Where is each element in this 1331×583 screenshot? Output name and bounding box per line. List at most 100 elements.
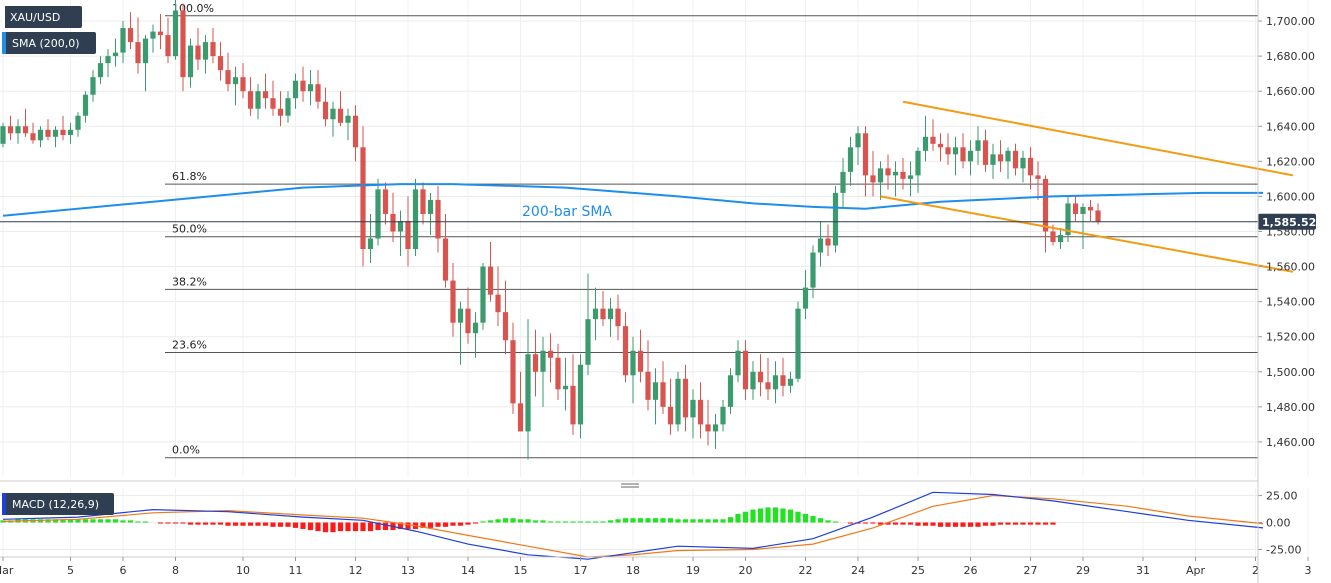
candle — [465, 287, 471, 344]
symbol-legend[interactable]: XAU/USD — [2, 6, 82, 28]
candle — [300, 66, 306, 102]
candle — [945, 133, 951, 165]
macd-histogram-bar — [247, 522, 254, 526]
candle — [862, 126, 869, 197]
macd-histogram-bar — [825, 520, 831, 523]
candle — [7, 115, 14, 141]
time-tick-label: Apr — [1186, 564, 1206, 577]
time-tick-label: 18 — [626, 564, 640, 577]
time-tick-label: 20 — [739, 564, 753, 577]
candle — [315, 70, 321, 109]
candle — [135, 17, 141, 74]
macd-histogram-bar — [367, 522, 374, 532]
time-tick-label: 14 — [461, 564, 475, 577]
candle — [615, 294, 621, 341]
macd-histogram-bar — [225, 522, 231, 526]
macd-histogram-bar — [930, 522, 936, 526]
macd-histogram-bar — [990, 522, 996, 526]
candle — [247, 77, 254, 116]
candle — [1095, 203, 1101, 225]
macd-histogram-bar — [97, 519, 104, 523]
time-tick-label: 22 — [799, 564, 813, 577]
candle — [885, 154, 891, 190]
macd-histogram-bar — [892, 522, 899, 525]
macd-histogram-bar — [45, 519, 51, 523]
time-axis[interactable]: Mar 5 6 8 10 11 12 13 14 15 17 18 19 20 22 24 25 26 27 29 31… — [0, 557, 1331, 577]
candle — [390, 192, 396, 243]
candle — [802, 270, 809, 320]
candle — [742, 340, 749, 400]
time-tick-label: Mar — [0, 564, 14, 577]
candle — [592, 287, 599, 341]
candle — [667, 378, 674, 435]
candle — [540, 336, 546, 407]
candle — [255, 84, 261, 120]
time-tick-label: 3 — [1305, 564, 1312, 577]
macd-histogram-bar — [795, 511, 801, 523]
macd-histogram-bar — [337, 522, 344, 532]
sma-legend[interactable]: SMA (200,0) — [2, 32, 96, 54]
candle — [1012, 143, 1019, 176]
time-tick-label: 26 — [964, 564, 978, 577]
candle — [345, 108, 351, 141]
price-tick-label: 1,660.00 — [1266, 85, 1315, 98]
fibonacci-levels: 100.0% 61.8% 50.0% 38.2% 23.6% 0.0% — [165, 2, 1258, 459]
candle — [772, 361, 779, 404]
macd-histogram-bar — [0, 520, 6, 523]
macd-histogram-bar — [202, 522, 209, 525]
macd-histogram-bar — [180, 522, 186, 524]
candle — [75, 112, 81, 137]
candle — [1020, 150, 1026, 183]
macd-histogram-bar — [937, 522, 944, 527]
macd-histogram-bar — [397, 522, 404, 529]
macd-histogram-bar — [1005, 522, 1011, 525]
macd-histogram-bar — [472, 522, 479, 524]
candle — [795, 301, 801, 383]
macd-histogram-bar — [787, 509, 794, 523]
candle — [675, 371, 681, 432]
candle — [90, 70, 96, 102]
candle — [435, 185, 441, 253]
macd-histogram-bar — [360, 522, 366, 532]
macd-histogram-bar — [652, 518, 659, 523]
candle — [277, 91, 284, 127]
current-price-tag: 1,585.52 — [1258, 213, 1316, 230]
macd-histogram-bar — [172, 522, 179, 524]
candle — [900, 157, 906, 190]
macd-histogram-bar — [480, 521, 486, 523]
macd-histogram-bar — [420, 522, 426, 528]
candle — [1027, 147, 1034, 190]
macd-histogram-bar — [975, 522, 981, 527]
macd-histogram-bar — [1020, 522, 1026, 525]
candle — [1080, 203, 1086, 250]
candle — [217, 42, 224, 81]
candle — [0, 122, 6, 148]
candle — [517, 371, 524, 432]
macd-histogram-bar — [870, 522, 876, 524]
candle — [532, 329, 539, 397]
macd-histogram-bar — [682, 519, 689, 523]
macd-histogram-bar — [742, 511, 749, 523]
channel-lower-line — [880, 195, 1294, 273]
macd-histogram-bar — [82, 519, 89, 523]
fib-level-label: 100.0% — [172, 2, 214, 15]
macd-histogram-bar — [165, 522, 171, 524]
macd-histogram-bar — [555, 521, 561, 523]
macd-histogram-bar — [382, 522, 389, 531]
candle — [270, 80, 276, 116]
candle — [450, 263, 456, 337]
macd-histogram-bar — [862, 522, 869, 524]
pane-resize-handle[interactable] — [621, 483, 639, 488]
macd-legend[interactable]: MACD (12,26,9) — [2, 493, 114, 515]
macd-legend-label: MACD (12,26,9) — [12, 498, 99, 511]
candle — [240, 63, 246, 99]
candle — [990, 143, 996, 179]
macd-histogram-bar — [952, 522, 959, 527]
macd-axis[interactable]: 25.00 0.00 -25.00 — [1258, 490, 1301, 557]
candle — [697, 382, 704, 439]
candle — [112, 38, 119, 67]
candle — [930, 119, 936, 151]
macd-histogram-bar — [705, 519, 711, 523]
macd-histogram-bar — [495, 519, 501, 523]
